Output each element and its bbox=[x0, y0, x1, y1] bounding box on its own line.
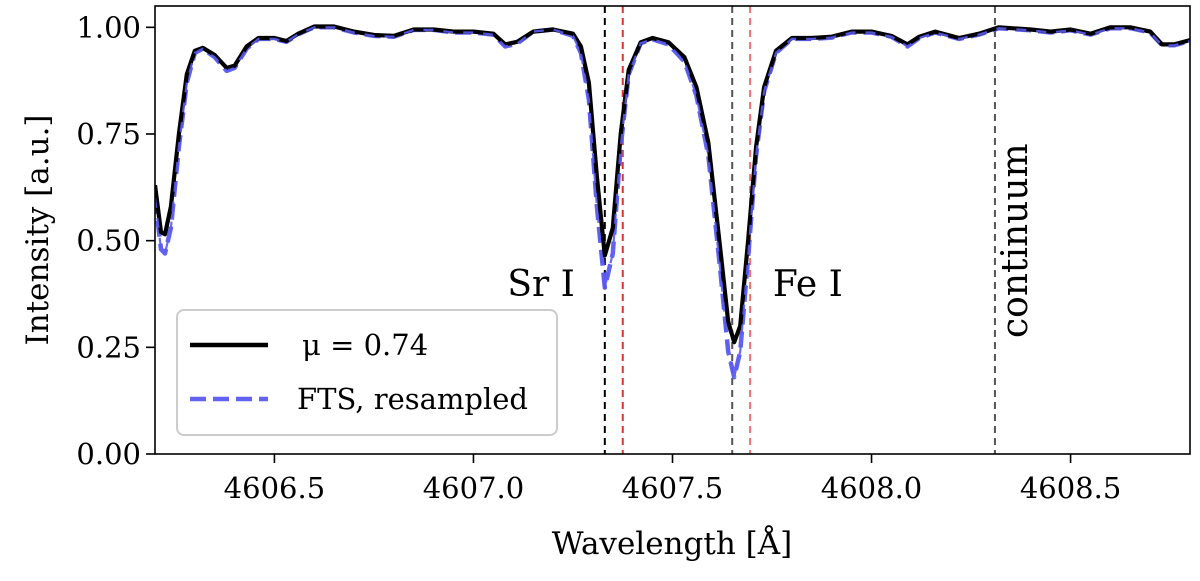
x-tick-label: 4606.5 bbox=[224, 471, 325, 505]
legend: μ = 0.74 FTS, resampled bbox=[176, 309, 558, 436]
x-tick-label: 4608.0 bbox=[821, 471, 922, 505]
x-axis-ticks: 4606.5 4607.0 4607.5 4608.0 4608.5 bbox=[224, 454, 1121, 505]
x-tick-label: 4607.0 bbox=[423, 471, 524, 505]
legend-label-series-1: μ = 0.74 bbox=[302, 328, 428, 362]
annotation-2: Fe I bbox=[773, 264, 843, 305]
annotation-1: Sr I bbox=[507, 264, 575, 305]
y-tick-label: 0.00 bbox=[76, 437, 141, 471]
y-tick-label: 0.50 bbox=[76, 224, 141, 258]
series-layer bbox=[155, 24, 1190, 380]
reference-lines bbox=[603, 6, 996, 454]
y-tick-label: 1.00 bbox=[76, 10, 141, 44]
y-tick-label: 0.75 bbox=[76, 117, 141, 151]
y-axis-label: Intensity [a.u.] bbox=[20, 115, 56, 346]
y-tick-label: 0.25 bbox=[76, 330, 141, 364]
y-axis-ticks: 0.00 0.25 0.50 0.75 1.00 bbox=[76, 10, 155, 471]
legend-label-series-2: FTS, resampled bbox=[297, 382, 528, 416]
line-annotations: Sr I Fe I continuum bbox=[507, 143, 1035, 338]
x-axis-label: Wavelength [Å] bbox=[552, 524, 792, 562]
annotation-3: continuum bbox=[995, 143, 1036, 338]
x-tick-label: 4607.5 bbox=[622, 471, 723, 505]
legend-box bbox=[176, 309, 558, 436]
x-tick-label: 4608.5 bbox=[1020, 471, 1121, 505]
